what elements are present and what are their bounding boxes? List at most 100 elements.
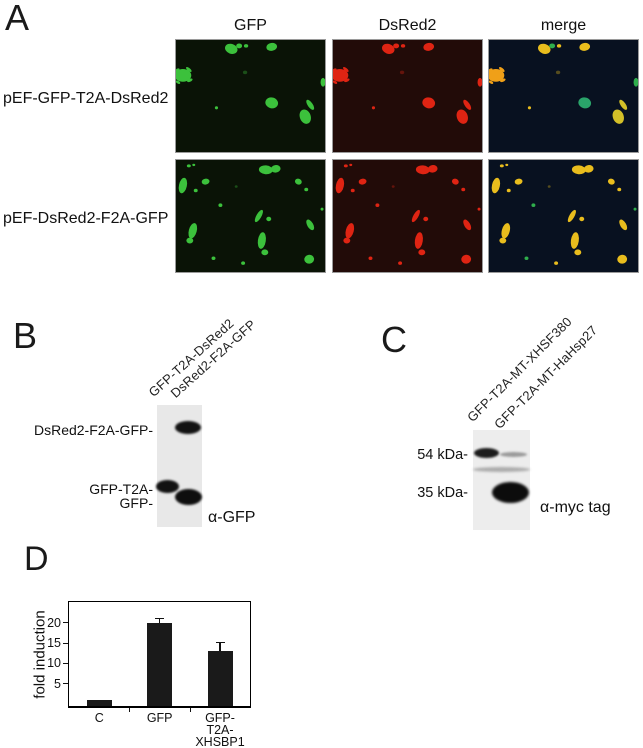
row-label-gfp-t2a-dsred2: pEF-GFP-T2A-DsRed2 [3,90,169,107]
cell-blob [234,185,238,188]
micrograph-image [489,160,638,272]
cell-blob [456,109,468,124]
micrograph-row2-gfp [175,159,326,273]
cell-blob [578,97,592,109]
blot-band [500,452,527,457]
cell-blob [451,178,459,185]
cell-blob [506,188,511,193]
band-label-gfp-t2a: GFP-T2A- [89,481,153,497]
cell-blob [415,165,430,175]
cell-blob [570,232,579,249]
cell-blob [499,164,504,168]
cell-blob [607,178,615,185]
cell-blob [633,77,638,87]
cell-blob [500,78,506,83]
cell-blob [333,68,337,73]
cell-blob [463,219,472,231]
cell-blob [261,249,269,256]
cell-blob [188,223,198,239]
cell-blob [491,177,501,194]
cell-blob [489,68,505,82]
micrograph-image [176,160,325,272]
blot-band [473,467,530,472]
cell-blob [527,106,532,110]
micrograph-image [489,40,638,152]
cell-blob [547,185,551,188]
cell-blob [304,254,315,264]
cell-blob [398,261,403,265]
cell-blob [463,99,472,110]
cell-blob [343,164,348,168]
column-header-dsred2: DsRed2 [378,17,437,34]
cell-blob [350,188,355,193]
blot-band [492,482,529,503]
micrograph-row1-dsred2 [332,39,483,153]
cell-blob [423,216,429,222]
cell-blob [571,165,586,175]
x-category-label: T2A- [206,723,234,737]
antibody-label-myc-tag: α-myc tag [540,499,611,516]
cell-blob [617,254,628,264]
cell-blob [186,164,191,168]
cell-blob [176,80,181,84]
cell-blob [579,42,591,51]
blot-band [156,480,179,493]
x-category-label: XHSBP1 [195,735,245,748]
cell-blob [381,43,395,54]
cell-blob [236,43,243,49]
cell-blob [368,256,373,261]
cell-blob [257,232,266,249]
band-label-gfp: GFP- [119,495,153,511]
y-tick-label: 5 [54,676,61,691]
cell-blob [477,77,482,87]
marker-label-35kda: 35 kDa- [417,485,468,501]
micrograph-image [176,40,325,152]
cell-blob [344,78,350,83]
cell-blob [320,77,325,87]
cell-blob [306,219,315,231]
cell-blob [254,209,263,223]
bar [86,699,112,706]
cell-blob [514,178,523,185]
cell-blob [633,207,637,211]
cell-blob [554,261,559,265]
y-tick-label: 10 [47,656,61,671]
x-tick-mark [129,708,131,712]
cell-blob [241,261,246,265]
x-category-label: GFP- [205,711,235,725]
cell-blob [186,237,194,244]
y-tick-mark [63,622,68,624]
panel-b-label: B [13,315,38,356]
cell-blob [242,70,248,75]
error-bar-line [159,618,161,623]
cell-blob [418,249,426,256]
column-header-merge: merge [540,17,587,34]
cell-blob [391,185,395,188]
y-tick-mark [63,662,68,664]
cell-blob [477,207,481,211]
panel-d-label: D [24,540,49,578]
panel-a-label: A [5,0,30,38]
cell-blob [414,232,423,249]
cell-blob [371,106,376,110]
cell-blob [619,219,628,231]
cell-blob [501,223,511,239]
cell-blob [499,66,505,72]
cell-blob [579,216,585,222]
cell-blob [266,42,278,51]
cell-blob [299,109,311,124]
cell-blob [224,43,238,54]
cell-blob [399,70,405,75]
cell-blob [265,97,279,109]
bar [207,651,233,706]
cell-blob [270,165,281,173]
cell-blob [176,68,192,82]
cell-blob [211,256,216,261]
error-bar-line [219,643,221,652]
cell-blob [505,163,509,167]
micrograph-image [333,40,482,152]
cell-blob [499,237,507,244]
x-tick-mark [189,708,191,712]
micrograph-row1-merge [488,39,639,153]
